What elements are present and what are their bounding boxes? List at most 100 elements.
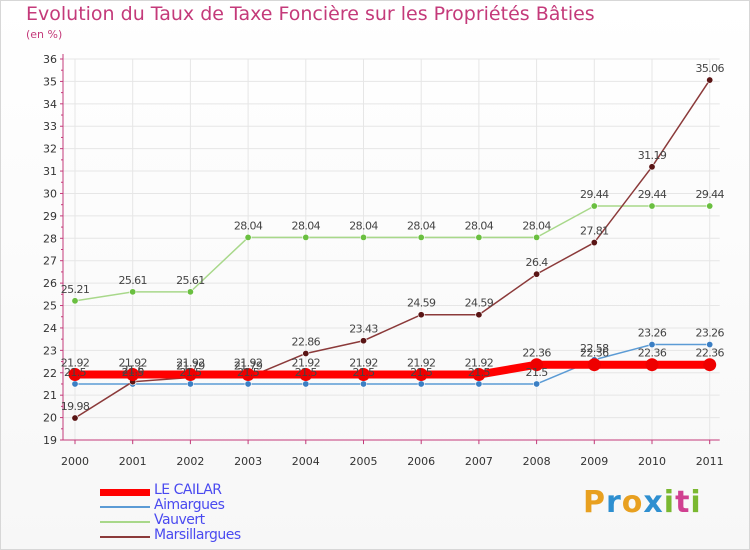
- data-label: 26.4: [526, 256, 549, 269]
- logo-letter: P: [583, 485, 606, 520]
- data-label: 19.98: [61, 400, 90, 413]
- data-point: [472, 368, 486, 382]
- data-point: [645, 358, 659, 372]
- data-label: 21.5: [122, 366, 145, 379]
- series-line: [71, 360, 714, 379]
- data-point: [533, 380, 541, 388]
- series-line: [74, 343, 711, 385]
- data-point: [71, 297, 79, 305]
- logo-letter: x: [643, 485, 664, 520]
- data-point: [186, 380, 194, 388]
- data-label: 28.04: [407, 219, 436, 232]
- y-tick-label: 30: [43, 187, 57, 200]
- y-tick-label: 31: [43, 165, 57, 178]
- x-tick-label: 2000: [61, 455, 89, 468]
- data-point: [359, 233, 367, 241]
- data-point: [244, 233, 252, 241]
- data-point: [414, 368, 428, 382]
- data-point: [703, 358, 717, 372]
- x-tick-label: 2010: [638, 455, 666, 468]
- data-label: 21.92: [465, 357, 494, 370]
- data-point: [417, 380, 425, 388]
- series-marsillargues: [71, 76, 714, 422]
- data-label: 24.59: [407, 297, 436, 310]
- data-point: [129, 288, 137, 296]
- data-label: 21.5: [352, 366, 375, 379]
- logo-letter: t: [675, 485, 691, 520]
- x-tick-label: 2005: [350, 455, 378, 468]
- data-label: 25.61: [176, 274, 205, 287]
- data-point: [302, 233, 310, 241]
- data-point: [126, 368, 140, 382]
- y-tick-label: 22: [43, 367, 57, 380]
- y-tick-label: 33: [43, 120, 57, 133]
- x-tick-label: 2008: [523, 455, 551, 468]
- data-label: 21.5: [468, 366, 491, 379]
- y-tick-label: 34: [43, 98, 57, 111]
- data-label: 27.81: [580, 225, 609, 238]
- data-point: [357, 368, 370, 382]
- series-le-cailar: [68, 358, 717, 382]
- y-tick-label: 36: [43, 53, 57, 66]
- chart-unit-label: (en %): [26, 28, 63, 41]
- data-point: [590, 202, 598, 210]
- data-label: 24.59: [465, 297, 494, 310]
- legend-label: Marsillargues: [154, 527, 241, 543]
- x-tick-label: 2006: [407, 455, 435, 468]
- legend-swatch: [100, 489, 150, 496]
- data-point: [302, 380, 310, 388]
- x-tick-label: 2003: [234, 455, 262, 468]
- data-label: 28.04: [234, 219, 263, 232]
- y-tick-label: 28: [43, 232, 57, 245]
- x-tick-label: 2009: [580, 455, 608, 468]
- data-point: [359, 337, 367, 345]
- x-tick-label: 2011: [696, 455, 724, 468]
- y-tick-label: 19: [43, 434, 57, 447]
- data-label: 23.26: [695, 327, 724, 340]
- data-point: [68, 368, 82, 382]
- data-point: [530, 358, 544, 372]
- logo-letter: i: [690, 485, 702, 520]
- data-point: [183, 368, 197, 382]
- y-tick-label: 29: [43, 210, 57, 223]
- data-label: 21.92: [292, 357, 321, 370]
- data-label: 28.04: [522, 219, 551, 232]
- data-point: [475, 380, 483, 388]
- data-label: 31.19: [638, 149, 667, 162]
- data-label: 21.5: [526, 366, 549, 379]
- data-point: [648, 202, 656, 210]
- legend-label: Vauvert: [154, 512, 205, 528]
- data-label: 28.04: [349, 219, 378, 232]
- y-tick-label: 35: [43, 75, 57, 88]
- y-tick-label: 21: [43, 389, 57, 402]
- data-point: [244, 380, 252, 388]
- data-label: 21.79: [176, 359, 205, 372]
- data-point: [71, 380, 79, 388]
- x-tick-label: 2002: [176, 455, 204, 468]
- data-label: 21.92: [176, 357, 205, 370]
- data-point: [706, 202, 714, 210]
- data-label: 21.92: [349, 357, 378, 370]
- y-tick-label: 27: [43, 255, 57, 268]
- y-tick-label: 20: [43, 412, 57, 425]
- series-line: [74, 205, 711, 302]
- y-tick-label: 32: [43, 143, 57, 156]
- proxiti-logo: Proxiti: [583, 485, 702, 520]
- data-point: [587, 358, 601, 372]
- data-label: 21.92: [118, 357, 147, 370]
- logo-letter: r: [606, 485, 622, 520]
- data-label: 28.04: [292, 219, 321, 232]
- data-point: [706, 76, 714, 84]
- data-label: 21.5: [295, 366, 318, 379]
- data-label: 22.36: [580, 347, 609, 360]
- data-point: [475, 311, 483, 319]
- data-point: [590, 239, 598, 247]
- x-tick-label: 2007: [465, 455, 493, 468]
- data-label: 29.44: [580, 188, 609, 201]
- data-label: 35.06: [695, 62, 724, 75]
- data-point: [533, 233, 541, 241]
- data-label: 25.21: [61, 283, 90, 296]
- data-label: 21.92: [234, 357, 263, 370]
